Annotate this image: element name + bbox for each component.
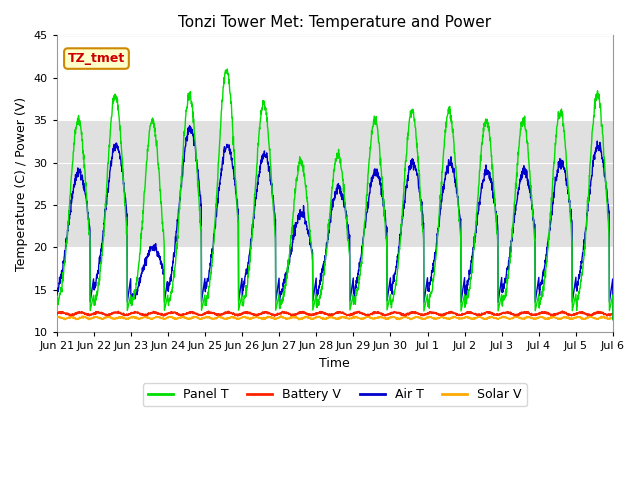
Text: TZ_tmet: TZ_tmet bbox=[68, 52, 125, 65]
Bar bbox=[57, 120, 613, 248]
Legend: Panel T, Battery V, Air T, Solar V: Panel T, Battery V, Air T, Solar V bbox=[143, 383, 527, 406]
X-axis label: Time: Time bbox=[319, 357, 350, 370]
Title: Tonzi Tower Met: Temperature and Power: Tonzi Tower Met: Temperature and Power bbox=[179, 15, 492, 30]
Y-axis label: Temperature (C) / Power (V): Temperature (C) / Power (V) bbox=[15, 97, 28, 271]
